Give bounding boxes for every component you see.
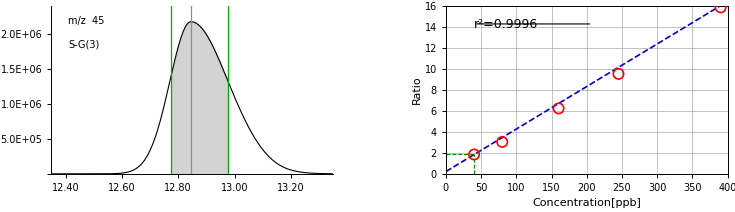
Point xyxy=(553,107,564,110)
Point xyxy=(714,6,726,9)
X-axis label: Concentration[ppb]: Concentration[ppb] xyxy=(532,198,641,208)
Point xyxy=(468,153,480,156)
Point xyxy=(612,72,624,75)
Point xyxy=(496,140,508,144)
Text: S-G(3): S-G(3) xyxy=(68,40,100,50)
Text: r²=0.9996: r²=0.9996 xyxy=(474,18,538,31)
Text: m/z  45: m/z 45 xyxy=(68,16,104,26)
Y-axis label: Ratio: Ratio xyxy=(412,76,422,105)
